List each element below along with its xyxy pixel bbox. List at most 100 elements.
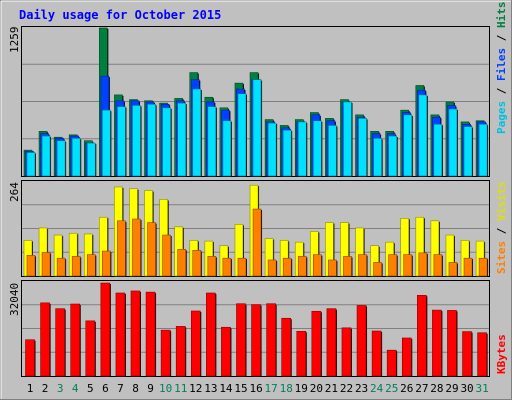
bar-kbytes-day-13 xyxy=(206,292,216,377)
bar-pages-day-12 xyxy=(192,88,202,177)
day-label-14: 14 xyxy=(219,382,233,395)
legend-visits-sites: Sites / Visits xyxy=(495,181,508,274)
bar-sites-day-23 xyxy=(358,254,367,277)
legend-pages: Pages xyxy=(495,101,508,134)
bar-pages-day-31 xyxy=(478,123,488,177)
bar-kbytes-day-9 xyxy=(145,291,156,377)
day-label-28: 28 xyxy=(430,382,443,395)
bar-pages-day-28 xyxy=(433,123,443,177)
bar-sites-day-10 xyxy=(162,234,171,277)
bar-pages-day-3 xyxy=(56,140,66,177)
day-label-6: 6 xyxy=(102,382,109,395)
svg-text:Sites / Visits: Sites / Visits xyxy=(495,181,508,274)
bar-kbytes-day-16 xyxy=(251,304,261,377)
svg-text:Pages / Files / Hits: Pages / Files / Hits xyxy=(495,2,508,135)
bar-kbytes-day-20 xyxy=(311,310,322,377)
bar-sites-day-4 xyxy=(71,256,81,277)
bar-sites-day-20 xyxy=(313,254,322,277)
bar-kbytes-day-4 xyxy=(70,303,81,377)
bar-kbytes-day-25 xyxy=(386,349,397,377)
bar-pages-day-18 xyxy=(282,129,292,177)
bar-sites-day-29 xyxy=(448,262,458,277)
bar-sites-day-6 xyxy=(102,250,111,277)
day-label-30: 30 xyxy=(460,382,473,395)
bar-pages-day-24 xyxy=(373,138,382,177)
bars-hits-files-pages xyxy=(23,27,489,177)
bar-pages-day-19 xyxy=(297,121,307,177)
ymax-label-visits: 264 xyxy=(8,182,21,202)
bar-sites-day-31 xyxy=(478,257,488,277)
day-label-17: 17 xyxy=(265,382,278,395)
bar-kbytes-day-30 xyxy=(462,331,472,377)
bar-kbytes-day-17 xyxy=(266,303,276,377)
bar-kbytes-day-14 xyxy=(221,326,231,377)
bars-visits-sites xyxy=(23,184,489,277)
bar-sites-day-11 xyxy=(177,248,186,277)
bar-pages-day-16 xyxy=(252,79,262,177)
bar-sites-day-8 xyxy=(132,218,141,277)
day-label-19: 19 xyxy=(295,382,308,395)
bar-kbytes-day-7 xyxy=(115,292,126,377)
panel-kbytes: 32040 KBytes xyxy=(8,280,508,377)
bar-kbytes-day-26 xyxy=(401,337,412,377)
bar-pages-day-20 xyxy=(313,120,322,177)
bar-pages-day-27 xyxy=(418,94,428,177)
day-label-1: 1 xyxy=(27,382,34,395)
bar-pages-day-10 xyxy=(162,107,171,177)
bar-pages-day-14 xyxy=(222,120,232,177)
bar-sites-day-19 xyxy=(297,256,307,277)
day-label-13: 13 xyxy=(204,382,217,395)
legend-hits: Hits xyxy=(495,2,508,29)
bar-pages-day-7 xyxy=(117,106,126,177)
bar-kbytes-day-1 xyxy=(25,339,35,377)
bar-sites-day-1 xyxy=(26,255,36,277)
bar-kbytes-day-27 xyxy=(417,295,427,377)
bar-sites-day-30 xyxy=(463,257,473,277)
panel-visits-sites: 264 Sites / Visits xyxy=(8,180,508,277)
bar-sites-day-22 xyxy=(343,256,352,277)
day-label-9: 9 xyxy=(147,382,154,395)
day-label-16: 16 xyxy=(249,382,262,395)
day-label-4: 4 xyxy=(72,382,79,395)
bar-pages-day-15 xyxy=(237,93,247,177)
bar-kbytes-day-5 xyxy=(85,320,96,377)
legend-kbytes: KBytes xyxy=(495,334,508,374)
bar-kbytes-day-31 xyxy=(477,332,487,377)
day-label-25: 25 xyxy=(385,382,398,395)
day-label-31: 31 xyxy=(476,382,489,395)
bar-pages-day-11 xyxy=(177,102,186,177)
bar-sites-day-12 xyxy=(192,250,202,277)
bar-kbytes-day-2 xyxy=(40,302,50,377)
day-label-3: 3 xyxy=(57,382,64,395)
chart-title: Daily usage for October 2015 xyxy=(19,8,221,22)
bar-pages-day-22 xyxy=(343,101,352,177)
bar-kbytes-day-29 xyxy=(447,310,457,377)
day-label-23: 23 xyxy=(355,382,368,395)
bar-kbytes-day-28 xyxy=(432,309,442,377)
bar-sites-day-15 xyxy=(237,257,247,277)
bar-kbytes-day-11 xyxy=(175,326,186,377)
bar-pages-day-1 xyxy=(26,152,36,177)
legend-kbytes-group: KBytes xyxy=(495,334,508,374)
bar-pages-day-17 xyxy=(267,122,277,177)
bar-pages-day-21 xyxy=(328,125,337,177)
ymax-label-kbytes: 32040 xyxy=(8,283,21,316)
day-label-21: 21 xyxy=(325,382,338,395)
day-label-24: 24 xyxy=(370,382,384,395)
bar-sites-day-9 xyxy=(147,222,156,277)
legend-sep-3: / xyxy=(495,221,508,241)
bar-sites-day-25 xyxy=(388,254,397,277)
bar-sites-day-24 xyxy=(373,262,382,277)
day-label-29: 29 xyxy=(445,382,458,395)
legend-files: Files xyxy=(495,48,508,81)
bar-kbytes-day-10 xyxy=(160,329,171,377)
day-label-5: 5 xyxy=(87,382,94,395)
legend-sep-1: / xyxy=(495,81,508,101)
bar-pages-day-2 xyxy=(41,135,51,177)
bar-sites-day-17 xyxy=(267,259,277,277)
legend-sites: Sites xyxy=(495,241,508,274)
day-label-20: 20 xyxy=(310,382,323,395)
bar-kbytes-day-18 xyxy=(281,317,291,377)
panel-hits-files-pages: 1259 Pages / Files / Hits xyxy=(8,2,508,177)
